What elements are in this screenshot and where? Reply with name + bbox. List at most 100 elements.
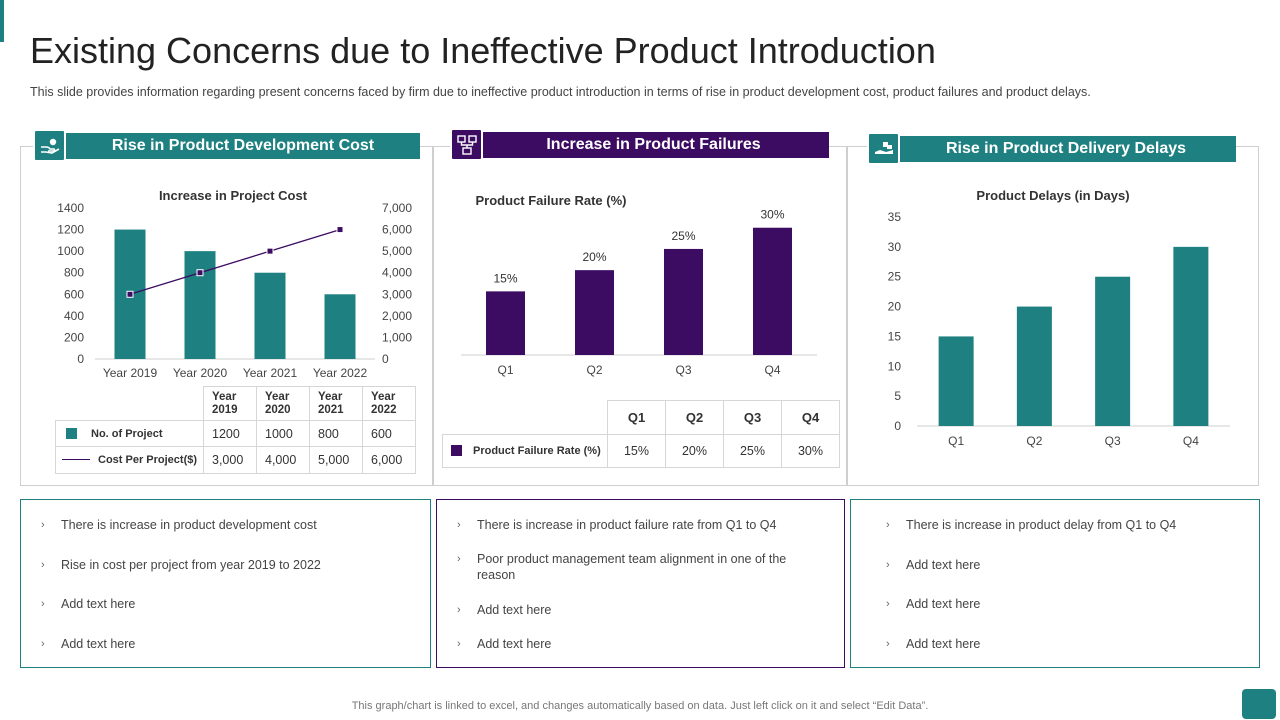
delivery-truck-icon <box>867 132 900 165</box>
y-tick-label: 1000 <box>57 244 84 258</box>
list-item: › Add text here <box>41 637 136 651</box>
x-tick-label: Year 2020 <box>173 366 228 380</box>
y2-tick-label: 2,000 <box>382 309 412 323</box>
x-tick-label: Year 2021 <box>243 366 298 380</box>
table-cell: 1000 <box>256 420 310 447</box>
y-tick-label: 15 <box>888 329 902 343</box>
chevron-right-icon: › <box>886 638 890 650</box>
y2-tick-label: 5,000 <box>382 244 412 258</box>
table-cell: 20% <box>665 434 724 468</box>
chevron-right-icon: › <box>457 604 461 616</box>
y-tick-label: 30 <box>888 240 902 254</box>
y-tick-label: 1200 <box>57 223 84 237</box>
table-cell: 3,000 <box>203 446 257 474</box>
table-header: Q4 <box>781 400 840 435</box>
list-item: › Add text here <box>886 637 981 651</box>
y-tick-label: 25 <box>888 270 902 284</box>
x-tick-label: Q2 <box>586 363 602 377</box>
row-label: No. of Project <box>91 427 163 440</box>
x-tick-label: Q1 <box>497 363 513 377</box>
y-tick-label: 1400 <box>57 201 84 215</box>
x-tick-label: Q3 <box>1105 434 1121 448</box>
list-item: › There is increase in product developmen… <box>41 518 317 532</box>
table-cell: 4,000 <box>256 446 310 474</box>
y-tick-label: 600 <box>64 287 84 301</box>
chevron-right-icon: › <box>886 598 890 610</box>
y-tick-label: 20 <box>888 300 902 314</box>
bar <box>1173 246 1209 426</box>
page-subtitle: This slide provides information regardin… <box>30 85 1091 99</box>
table-cell: 800 <box>309 420 363 447</box>
table-header: Year 2021 <box>309 386 363 421</box>
chart-title: Product Delays (in Days) <box>976 188 1129 203</box>
list-item: › Poor product management team alignment … <box>457 552 787 582</box>
table-cell: 1200 <box>203 420 257 447</box>
panel-heading-product-failures: Increase in Product Failures <box>478 132 829 158</box>
delays-bar-chart: Product Delays (in Days) 0 5 10 15 20 25 30 35 Q… <box>888 188 1230 448</box>
bar <box>324 294 356 359</box>
bar <box>254 272 286 359</box>
table-row: No. of Project 1200 1000 800 600 <box>55 420 416 447</box>
list-item: › Add text here <box>886 558 981 572</box>
legend-swatch-failure-rate <box>451 445 462 456</box>
y2-tick-label: 4,000 <box>382 266 412 280</box>
y-tick-label: 400 <box>64 309 84 323</box>
chevron-right-icon: › <box>41 519 45 531</box>
y-tick-label: 5 <box>894 389 901 403</box>
y2-tick-label: 0 <box>382 352 389 366</box>
line-point <box>266 247 274 255</box>
chevron-right-icon: › <box>457 553 461 565</box>
series-line <box>129 228 341 295</box>
bar <box>184 251 216 359</box>
page-title: Existing Concerns due to Ineffective Pro… <box>30 30 936 71</box>
panel-heading-development-cost: Rise in Product Development Cost <box>66 133 420 159</box>
bullet-box-product-failures: › There is increase in product failure ra… <box>436 499 845 668</box>
panel-heading-delivery-delays: Rise in Product Delivery Delays <box>896 136 1236 162</box>
table-cell: 600 <box>362 420 416 447</box>
bar <box>1095 276 1131 426</box>
flowchart-icon <box>450 128 483 161</box>
list-item: › Add text here <box>41 597 136 611</box>
chevron-right-icon: › <box>457 638 461 650</box>
chevron-right-icon: › <box>457 519 461 531</box>
bar <box>575 270 614 355</box>
legend-line-cost <box>62 458 90 460</box>
corner-button[interactable] <box>1242 689 1276 719</box>
data-label: 15% <box>493 271 517 285</box>
table-header: Q1 <box>607 400 666 435</box>
y-tick-label: 200 <box>64 330 84 344</box>
bar <box>1016 306 1052 426</box>
bullet-box-development-cost: › There is increase in product developmen… <box>20 499 431 668</box>
bullet-box-delivery-delays: › There is increase in product delay from… <box>850 499 1260 668</box>
data-label: 20% <box>582 250 606 264</box>
y-tick-label: 10 <box>888 359 902 373</box>
y-tick-label: 800 <box>64 266 84 280</box>
y2-tick-label: 3,000 <box>382 287 412 301</box>
bar <box>486 291 525 355</box>
chevron-right-icon: › <box>41 559 45 571</box>
legend-swatch-projects <box>66 427 77 439</box>
chevron-right-icon: › <box>886 559 890 571</box>
list-item: › Add text here <box>886 597 981 611</box>
list-item: › There is increase in product delay from… <box>886 518 1177 532</box>
y2-tick-label: 7,000 <box>382 201 412 215</box>
table-header: Year 2020 <box>256 386 310 421</box>
table-cell: 15% <box>607 434 666 468</box>
table-row: Cost Per Project($) 3,000 4,000 5,000 6,… <box>55 446 416 474</box>
data-label: 30% <box>760 208 784 222</box>
table-cell: 5,000 <box>309 446 363 474</box>
table-cell: 30% <box>781 434 840 468</box>
list-item: › There is increase in product failure ra… <box>457 518 777 532</box>
data-label: 25% <box>671 229 695 243</box>
chevron-right-icon: › <box>41 638 45 650</box>
list-item: › Add text here <box>457 603 552 617</box>
table-header: Q2 <box>665 400 724 435</box>
y-tick-label: 0 <box>894 419 901 433</box>
y-tick-label: 0 <box>77 352 84 366</box>
project-cost-data-table: Year 2019 Year 2020 Year 2021 Year 2022 No. … <box>55 386 416 474</box>
project-cost-combo-chart: Increase in Project Cost 0 200 400 600 800 10… <box>57 188 412 380</box>
x-tick-label: Q4 <box>1183 434 1199 448</box>
table-row: Product Failure Rate (%) 15% 20% 25% 30% <box>442 434 840 468</box>
chevron-right-icon: › <box>886 519 890 531</box>
x-tick-label: Q2 <box>1026 434 1042 448</box>
